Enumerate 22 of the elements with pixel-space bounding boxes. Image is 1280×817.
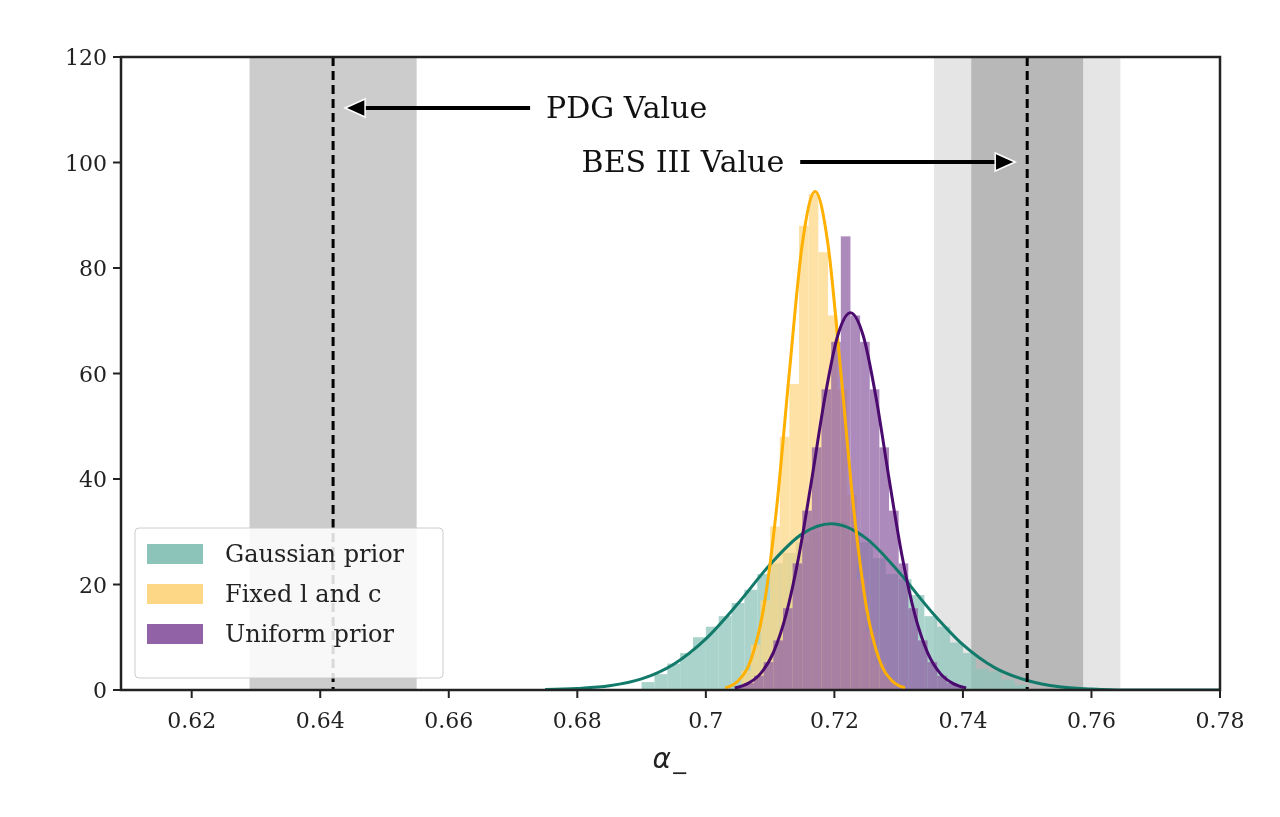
x-tick-label: 0.66 xyxy=(424,708,474,733)
y-tick-label: 0 xyxy=(93,678,107,703)
y-tick-label: 40 xyxy=(79,467,107,492)
x-tick-label: 0.62 xyxy=(167,708,217,733)
annotation: BES III Value xyxy=(581,144,785,179)
legend-label: Gaussian prior xyxy=(225,540,405,568)
y-tick-label: 100 xyxy=(65,150,107,176)
annotation: PDG Value xyxy=(546,90,708,125)
x-tick-label: 0.68 xyxy=(552,708,602,733)
y-tick-label: 20 xyxy=(79,572,107,598)
x-axis-title: α$_{−}$ xyxy=(652,742,689,785)
legend-label: Fixed l and c xyxy=(225,580,382,608)
y-tick-label: 80 xyxy=(79,256,107,281)
x-tick-label: 0.64 xyxy=(295,708,345,733)
y-tick-label: 120 xyxy=(65,45,107,70)
legend-label: Uniform prior xyxy=(225,620,395,648)
x-tick-label: 0.72 xyxy=(809,708,859,733)
y-tick-label: 60 xyxy=(79,361,107,387)
x-tick-label: 0.7 xyxy=(688,708,724,733)
x-tick-label: 0.74 xyxy=(938,708,988,733)
x-tick-label: 0.76 xyxy=(1066,708,1116,733)
x-tick-label: 0.78 xyxy=(1195,708,1245,733)
